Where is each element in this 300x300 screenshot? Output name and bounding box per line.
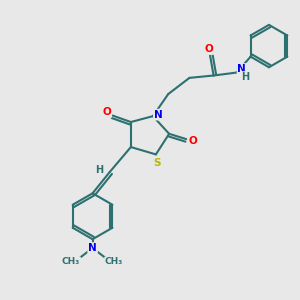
Text: O: O	[204, 44, 213, 54]
Text: CH₃: CH₃	[105, 257, 123, 266]
Text: O: O	[188, 136, 197, 146]
Text: O: O	[102, 107, 111, 117]
Text: N: N	[154, 110, 163, 120]
Text: N: N	[88, 243, 97, 253]
Text: H: H	[241, 72, 250, 82]
Text: H: H	[95, 165, 104, 175]
Text: S: S	[154, 158, 161, 168]
Text: N: N	[238, 64, 246, 74]
Text: CH₃: CH₃	[62, 257, 80, 266]
